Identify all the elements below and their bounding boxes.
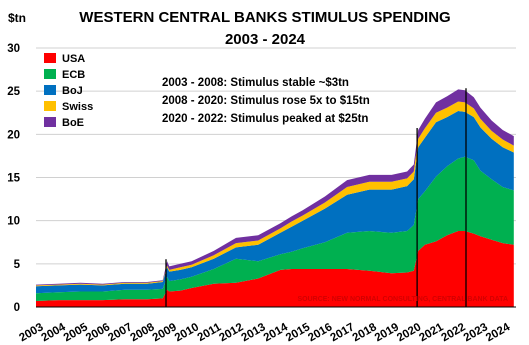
annotations: 2003 - 2008: Stimulus stable ~$3tn 2008 … — [162, 77, 370, 125]
y-tick-label: 0 — [14, 302, 20, 314]
x-axis-ticks: 2003200420052006200720082009201020112012… — [17, 321, 512, 344]
legend-swatch-boe — [44, 117, 56, 127]
x-tick-label: 2024 — [484, 321, 513, 344]
source-note: SOURCE: NEW NORMAL CONSULTING, CENTRAL B… — [297, 296, 508, 303]
y-tick-label: 25 — [7, 86, 20, 98]
y-tick-label: 20 — [7, 129, 20, 141]
legend-swatch-usa — [44, 53, 56, 63]
chart-title: WESTERN CENTRAL BANKS STIMULUS SPENDING — [79, 9, 450, 26]
legend-swatch-boj — [44, 85, 56, 95]
area-ecb — [36, 156, 514, 301]
legend-swatch-swiss — [44, 101, 56, 111]
y-tick-label: 5 — [14, 259, 21, 271]
annotation-3: 2020 - 2022: Stimulus peaked at $25tn — [162, 113, 368, 125]
annotation-1: 2003 - 2008: Stimulus stable ~$3tn — [162, 77, 349, 89]
legend-label-ecb: ECB — [62, 69, 85, 81]
legend-label-boj: BoJ — [62, 85, 83, 97]
chart-subtitle: 2003 - 2024 — [225, 31, 306, 48]
legend-label-boe: BoE — [62, 117, 84, 129]
legend: USA ECB BoJ Swiss BoE — [44, 53, 93, 129]
legend-label-usa: USA — [62, 53, 85, 65]
event-lines — [165, 88, 467, 307]
legend-label-swiss: Swiss — [62, 101, 93, 113]
area-usa — [36, 231, 514, 307]
y-tick-label: 30 — [7, 43, 20, 55]
y-tick-label: 15 — [7, 173, 20, 185]
annotation-2: 2008 - 2020: Stimulus rose 5x to $15tn — [162, 95, 370, 107]
legend-swatch-ecb — [44, 69, 56, 79]
y-tick-label: 10 — [7, 216, 20, 228]
y-axis-unit-label: $tn — [8, 11, 26, 25]
y-axis-ticks: 0 5 10 15 20 25 30 — [7, 43, 20, 314]
